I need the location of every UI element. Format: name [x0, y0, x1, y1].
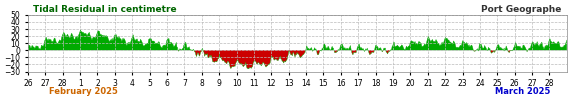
Text: Tidal Residual in centimetre: Tidal Residual in centimetre: [33, 5, 177, 14]
Text: February 2025: February 2025: [50, 87, 118, 96]
Text: March 2025: March 2025: [495, 87, 550, 96]
Text: Port Geographe: Port Geographe: [481, 5, 561, 14]
